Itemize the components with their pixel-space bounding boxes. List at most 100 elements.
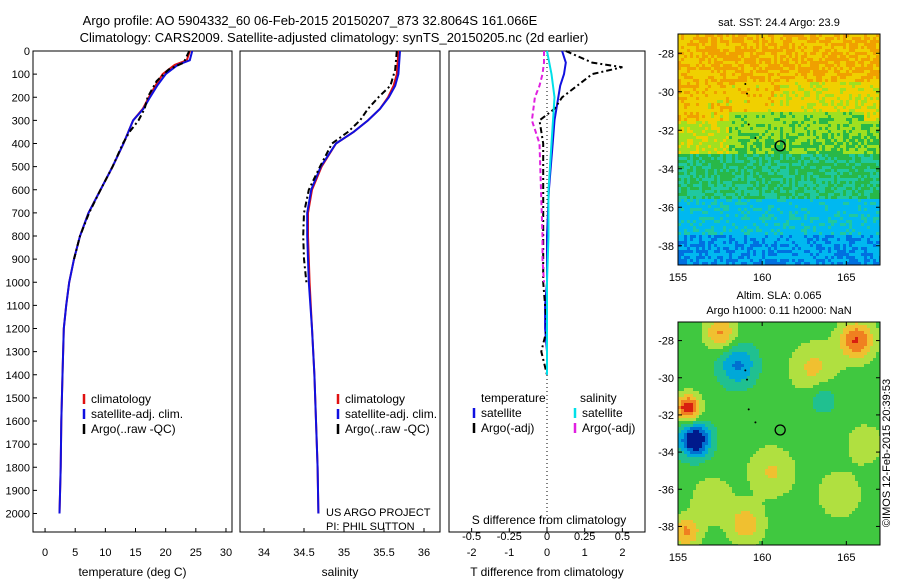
y-tick-label: 1000	[6, 277, 30, 289]
series-salinity-argo-adj-	[530, 51, 545, 283]
y-tick-label: -38	[658, 241, 674, 253]
x-tick-label: 20	[160, 547, 172, 559]
y-tick-label: 400	[12, 139, 30, 151]
x-tick-label: 1	[582, 547, 588, 559]
series-climatology	[58, 50, 191, 514]
map-title: Altim. SLA: 0.065	[737, 290, 822, 302]
project-annotation: US ARGO PROJECT	[326, 507, 431, 519]
legend-entry: Argo(..raw -QC)	[91, 422, 176, 436]
y-tick-label: -36	[658, 202, 674, 214]
credit-text: ©IMOS 12-Feb-2015 20:39:53	[881, 379, 893, 527]
sla-map: 155 160 165 -28 -30 -32 -34 -36 -38 Altim. SLA: 0…	[658, 290, 881, 564]
map-title: Argo h1000: 0.11 h2000: NaN	[706, 305, 851, 317]
y-tick-label: -38	[658, 521, 674, 533]
y-tick-label: 1200	[6, 324, 30, 336]
legend-entry: climatology	[345, 392, 405, 406]
x-tick-label: -2	[467, 547, 477, 559]
track-point	[747, 123, 750, 126]
salinity-profile: 34 34.5 35 35.5 36 salinity climatologysatelli…	[239, 50, 441, 579]
legend-entry: Argo(-adj)	[481, 421, 534, 435]
y-tick-label: -36	[658, 484, 674, 496]
s-tick-label: 0	[544, 531, 550, 543]
y-tick-label: 1800	[6, 462, 30, 474]
legend-entry: Argo(..raw -QC)	[345, 422, 430, 436]
y-tick-label: 200	[12, 92, 30, 104]
sst-map: 155 160 165 -28 -30 -32 -34 -36 -38 sat. SST: 24.…	[658, 17, 881, 284]
s-tick-label: 0.5	[615, 531, 630, 543]
series-argo-raw-qc-	[73, 50, 191, 260]
series-satellite-adj-clim-	[58, 50, 194, 514]
legend-entry: satellite-adj. clim.	[345, 407, 437, 421]
y-tick-label: -30	[658, 87, 674, 99]
track-point	[746, 92, 749, 95]
y-tick-label: 500	[12, 162, 30, 174]
sla-map-cells	[678, 322, 881, 546]
legend-entry: Argo(-adj)	[582, 421, 635, 435]
figure-title-line2: Climatology: CARS2009. Satellite-adjuste…	[80, 30, 589, 45]
y-tick-label: 800	[12, 231, 30, 243]
sst-map-frame	[677, 33, 881, 266]
y-tick-label: -30	[658, 373, 674, 385]
x-axis-label: salinity	[322, 565, 359, 579]
y-tick-label: 1300	[6, 347, 30, 359]
legend-entry: satellite	[481, 406, 522, 420]
track-point	[754, 136, 757, 139]
series-satellite-adj-clim-	[306, 50, 401, 514]
y-tick-label: 1100	[6, 300, 30, 312]
chart-panels: 0 5 10 15 20 25 300100200300400500600700800900…	[6, 17, 881, 579]
y-tick-label: 1700	[6, 439, 30, 451]
x-tick-label: 10	[99, 547, 111, 559]
y-tick-label: 300	[12, 115, 30, 127]
x-tick-label: 35	[338, 547, 350, 559]
x-tick-label: 30	[220, 547, 232, 559]
temperature-profile-frame	[32, 50, 233, 533]
series-temperature-argo-adj-	[538, 50, 623, 376]
track-point	[747, 408, 750, 411]
sla-map-frame	[677, 321, 881, 546]
y-tick-label: 1600	[6, 416, 30, 428]
x-tick-label: 25	[190, 547, 202, 559]
legend-entry: climatology	[91, 392, 151, 406]
series-climatology	[307, 50, 400, 514]
y-tick-label: 900	[12, 254, 30, 266]
track-point	[746, 378, 749, 381]
y-tick-label: -34	[658, 447, 674, 459]
x-tick-label: 2	[619, 547, 625, 559]
track-point	[744, 369, 747, 372]
y-tick-label: 700	[12, 208, 30, 220]
x-tick-label: 36	[418, 547, 430, 559]
y-tick-label: -32	[658, 410, 674, 422]
x-tick-label: 34.5	[293, 547, 314, 559]
x-tick-label: 15	[129, 547, 141, 559]
y-tick-label: -28	[658, 48, 674, 60]
argo-location-marker	[774, 424, 786, 436]
t-axis-label: T difference from climatology	[470, 565, 624, 579]
x-tick-label: 0	[42, 547, 48, 559]
x-axis-label: temperature (deg C)	[78, 565, 186, 579]
track-point	[744, 83, 747, 86]
y-tick-label: 600	[12, 185, 30, 197]
legend-header-temperature: temperature	[481, 391, 546, 405]
map-title: sat. SST: 24.4 Argo: 23.9	[718, 17, 840, 29]
y-tick-label: -34	[658, 164, 674, 176]
x-tick-label: 155	[669, 272, 687, 284]
s-axis-label: S difference from climatology	[472, 513, 627, 527]
y-tick-label: 1900	[6, 485, 30, 497]
x-tick-label: 165	[837, 272, 855, 284]
legend-header-salinity: salinity	[580, 391, 617, 405]
y-tick-label: -28	[658, 336, 674, 348]
x-tick-label: 155	[669, 552, 687, 564]
y-tick-label: 0	[24, 46, 30, 58]
series-salinity-satellite	[546, 50, 556, 375]
y-tick-label: 1500	[6, 393, 30, 405]
x-tick-label: -1	[504, 547, 514, 559]
pi-annotation: PI: PHIL SUTTON	[326, 521, 415, 533]
s-tick-label: -0.5	[462, 531, 481, 543]
x-tick-label: 160	[753, 552, 771, 564]
series-argo-raw-qc-	[302, 50, 398, 283]
s-tick-label: 0.25	[574, 531, 595, 543]
track-point	[754, 421, 757, 424]
sst-map-cells	[678, 34, 881, 266]
y-tick-label: -32	[658, 125, 674, 137]
